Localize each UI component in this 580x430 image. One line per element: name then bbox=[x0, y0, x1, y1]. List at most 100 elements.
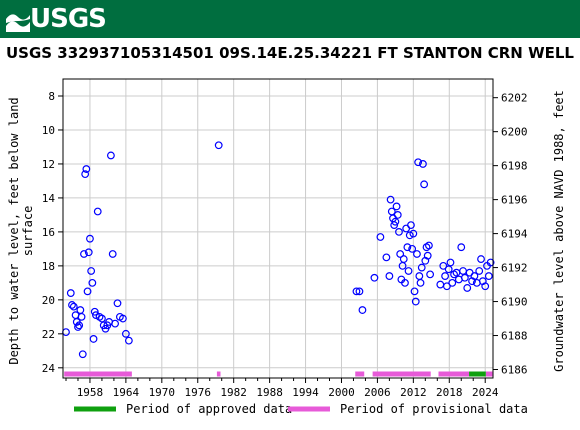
data-point bbox=[77, 312, 86, 321]
data-point bbox=[407, 221, 415, 230]
data-points bbox=[62, 141, 495, 359]
left-tick-label: 16 bbox=[42, 226, 55, 239]
data-point bbox=[404, 267, 413, 275]
usgs-banner: USGS bbox=[0, 0, 580, 38]
data-point bbox=[439, 261, 448, 270]
data-point bbox=[459, 267, 467, 275]
data-point bbox=[444, 265, 453, 274]
data-point bbox=[415, 272, 424, 280]
right-axis-label: Groundwater level above NAVD 1988, feet bbox=[552, 90, 566, 372]
data-point bbox=[457, 243, 466, 252]
x-tick-label: 1988 bbox=[256, 386, 283, 399]
right-tick-label: 6198 bbox=[501, 160, 528, 173]
data-point bbox=[355, 287, 364, 296]
data-point bbox=[66, 289, 75, 297]
legend: Period of approved data Period of provis… bbox=[74, 402, 528, 416]
data-point bbox=[92, 311, 100, 320]
right-tick-label: 6188 bbox=[501, 330, 528, 343]
data-point bbox=[395, 227, 403, 236]
data-point bbox=[417, 263, 426, 272]
x-tick-label: 1964 bbox=[113, 386, 140, 399]
data-point bbox=[436, 280, 445, 289]
data-point bbox=[86, 234, 94, 243]
data-point bbox=[399, 255, 408, 263]
data-point bbox=[98, 314, 106, 323]
data-point bbox=[411, 297, 420, 306]
x-tick-label: 1970 bbox=[149, 386, 176, 399]
data-point bbox=[62, 328, 70, 337]
data-point bbox=[68, 301, 76, 309]
data-point bbox=[419, 160, 427, 168]
data-point bbox=[113, 299, 122, 308]
data-point bbox=[69, 302, 78, 311]
data-point bbox=[124, 336, 133, 345]
data-point bbox=[392, 202, 401, 211]
data-point bbox=[108, 250, 117, 258]
legend-approved-label: Period of approved data bbox=[126, 402, 292, 416]
usgs-logo-text: USGS bbox=[30, 4, 107, 34]
data-point bbox=[75, 321, 84, 330]
data-point bbox=[401, 278, 409, 287]
left-axis-label-line1: Depth to water level, feet below land bbox=[7, 97, 21, 364]
right-tick-label: 6190 bbox=[501, 296, 528, 309]
data-point bbox=[441, 272, 449, 280]
left-tick-label: 24 bbox=[42, 362, 56, 375]
data-point bbox=[413, 250, 421, 258]
data-point bbox=[460, 273, 469, 282]
data-point bbox=[88, 278, 97, 287]
data-point bbox=[74, 323, 82, 331]
x-tick-label: 1994 bbox=[292, 386, 319, 399]
chart-title: USGS 332937105314501 09S.14E.25.34221 FT… bbox=[5, 44, 574, 62]
x-tick-label: 2012 bbox=[400, 386, 427, 399]
grid-lines bbox=[63, 79, 493, 378]
data-point bbox=[87, 267, 96, 275]
data-point bbox=[385, 272, 394, 280]
data-point bbox=[90, 307, 99, 316]
data-point bbox=[484, 272, 493, 280]
data-point bbox=[89, 335, 98, 343]
data-point bbox=[111, 319, 120, 328]
data-point bbox=[76, 306, 85, 314]
data-point bbox=[78, 350, 87, 359]
data-point bbox=[390, 221, 399, 230]
left-tick-label: 18 bbox=[42, 260, 55, 273]
right-tick-label: 6202 bbox=[501, 92, 528, 105]
data-point bbox=[442, 282, 451, 291]
left-tick-label: 14 bbox=[42, 192, 56, 205]
data-point bbox=[446, 258, 455, 267]
data-point bbox=[214, 141, 223, 150]
data-point bbox=[470, 272, 479, 280]
left-tick-label: 12 bbox=[42, 158, 55, 171]
data-point bbox=[477, 255, 485, 263]
left-tick-label: 8 bbox=[48, 90, 55, 103]
data-point bbox=[463, 284, 472, 292]
data-point bbox=[382, 253, 391, 262]
x-tick-label: 2006 bbox=[364, 386, 391, 399]
x-tick-label: 1958 bbox=[77, 386, 104, 399]
data-point bbox=[423, 251, 432, 260]
right-tick-label: 6200 bbox=[501, 126, 528, 139]
data-point bbox=[410, 287, 419, 296]
data-point bbox=[376, 233, 385, 241]
data-point bbox=[93, 207, 102, 216]
data-point bbox=[403, 243, 412, 252]
data-point bbox=[370, 273, 379, 282]
data-point bbox=[121, 329, 130, 338]
data-point bbox=[405, 231, 414, 240]
left-tick-label: 20 bbox=[42, 294, 55, 307]
left-tick-label: 22 bbox=[42, 328, 55, 341]
data-point bbox=[420, 180, 429, 189]
data-point bbox=[84, 248, 93, 257]
data-point bbox=[409, 229, 418, 238]
plot-frame bbox=[62, 78, 494, 379]
x-tick-label: 2000 bbox=[328, 386, 355, 399]
data-point bbox=[425, 241, 433, 250]
data-point bbox=[426, 270, 435, 279]
data-point bbox=[414, 158, 423, 167]
data-point bbox=[386, 195, 395, 204]
data-point bbox=[475, 267, 484, 275]
data-point bbox=[118, 314, 127, 323]
left-axis-label-line2: surface bbox=[21, 206, 35, 257]
data-point bbox=[396, 250, 405, 258]
